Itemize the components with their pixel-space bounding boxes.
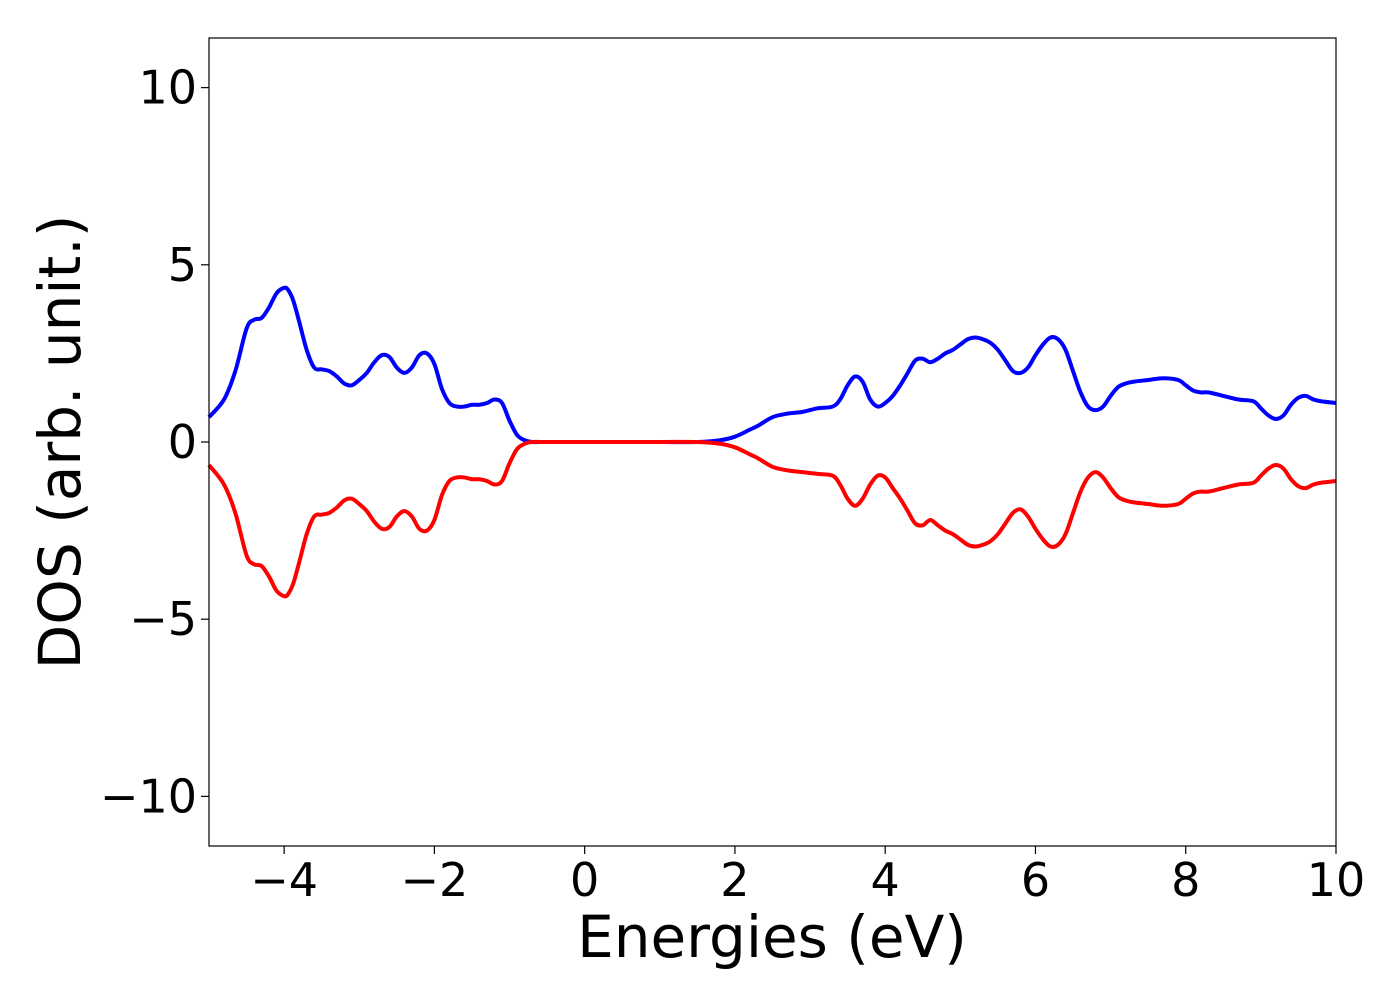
x-tick-label: 10 xyxy=(1307,853,1366,907)
plot-frame xyxy=(208,37,1337,847)
y-tick-label: 0 xyxy=(168,415,197,469)
series-line-2 xyxy=(207,439,1337,599)
y-tick-label: 10 xyxy=(138,61,197,115)
y-tick-label: −10 xyxy=(100,769,197,823)
series-line-1 xyxy=(207,285,1337,445)
x-tick-label: −2 xyxy=(400,853,468,907)
x-tick-label: 8 xyxy=(1171,853,1200,907)
x-tick-label: 4 xyxy=(871,853,900,907)
series-layer xyxy=(207,285,1337,599)
y-axis-label: DOS (arb. unit.) xyxy=(26,215,94,670)
x-axis: −4 −2 0 2 4 6 8 10 xyxy=(250,846,1365,907)
x-tick-label: 6 xyxy=(1021,853,1050,907)
y-axis: 10 5 0 −5 −10 xyxy=(100,61,209,823)
y-tick-label: −5 xyxy=(129,592,197,646)
y-tick-label: 5 xyxy=(168,238,197,292)
x-tick-label: 0 xyxy=(570,853,599,907)
x-tick-label: 2 xyxy=(720,853,749,907)
x-tick-label: −4 xyxy=(250,853,318,907)
x-axis-label: Energies (eV) xyxy=(577,903,967,971)
